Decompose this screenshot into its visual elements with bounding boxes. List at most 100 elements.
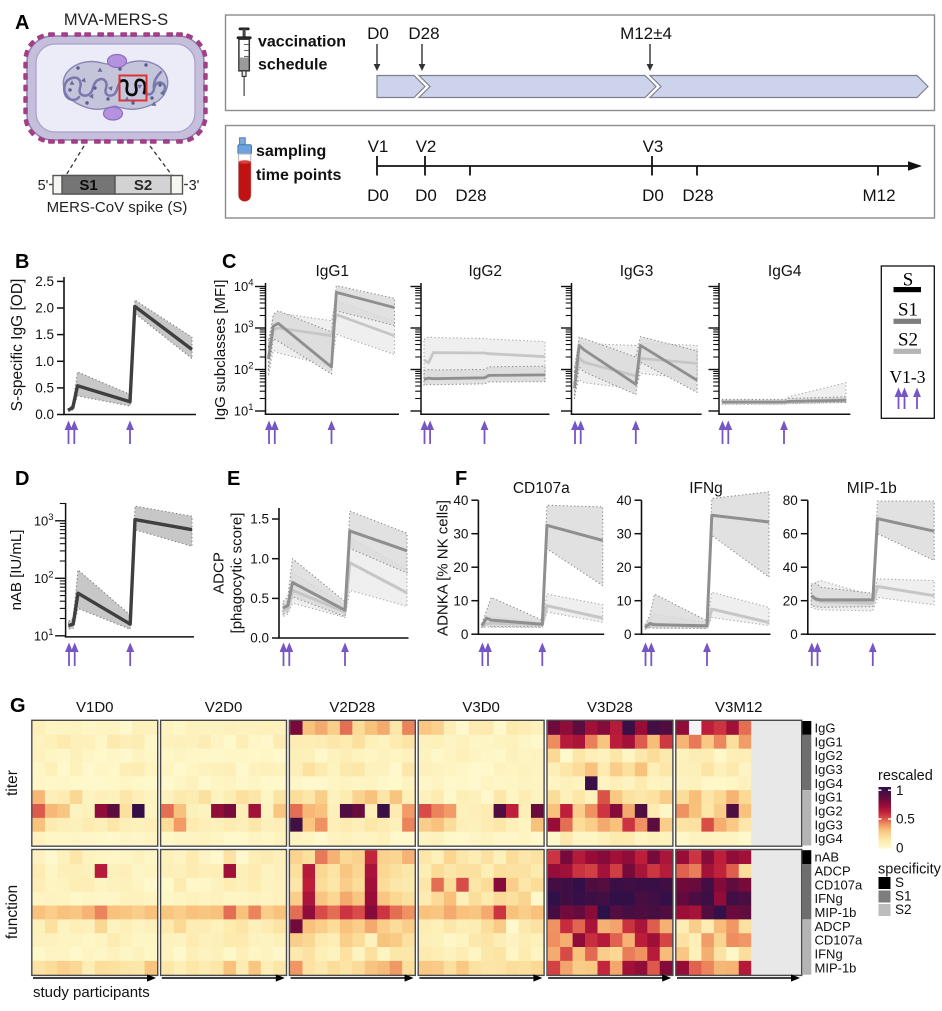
svg-text:ADCP: ADCP — [815, 919, 851, 934]
svg-text:D28: D28 — [408, 24, 439, 43]
svg-text:2.5: 2.5 — [35, 274, 54, 289]
svg-text:rescaled: rescaled — [878, 768, 933, 784]
svg-text:G: G — [10, 695, 26, 717]
svg-text:0.5: 0.5 — [250, 591, 269, 606]
svg-text:103: 103 — [34, 512, 54, 529]
svg-text:vaccination: vaccination — [258, 34, 346, 51]
svg-text:S: S — [895, 875, 904, 890]
svg-text:MERS-CoV spike (S): MERS-CoV spike (S) — [47, 199, 188, 216]
svg-text:40: 40 — [616, 493, 631, 508]
svg-text:MIP-1b: MIP-1b — [847, 480, 897, 497]
svg-text:1.0: 1.0 — [250, 551, 269, 566]
svg-text:A: A — [15, 12, 29, 34]
svg-text:40: 40 — [783, 560, 798, 575]
svg-text:V3M12: V3M12 — [715, 699, 763, 716]
svg-text:E: E — [227, 468, 240, 490]
svg-text:IgG1: IgG1 — [815, 790, 843, 805]
svg-text:IgG4: IgG4 — [768, 263, 802, 280]
svg-text:V3D28: V3D28 — [587, 699, 633, 716]
svg-text:5': 5' — [38, 178, 49, 194]
svg-text:D: D — [15, 468, 29, 490]
svg-text:3': 3' — [189, 178, 200, 194]
svg-text:IgG subclasses [MFI]: IgG subclasses [MFI] — [212, 280, 229, 421]
svg-text:10: 10 — [453, 593, 468, 608]
svg-text:C: C — [222, 251, 236, 273]
svg-text:IgG2: IgG2 — [468, 263, 502, 280]
svg-text:B: B — [15, 251, 29, 273]
svg-text:V2D0: V2D0 — [205, 699, 243, 716]
svg-text:0.0: 0.0 — [250, 631, 269, 646]
svg-text:MIP-1b: MIP-1b — [815, 905, 857, 920]
svg-text:30: 30 — [616, 526, 631, 541]
svg-text:V1D0: V1D0 — [76, 699, 114, 716]
svg-text:1.0: 1.0 — [35, 354, 54, 369]
svg-text:[phagocytic score]: [phagocytic score] — [229, 513, 246, 634]
svg-text:sampling: sampling — [256, 143, 326, 160]
svg-text:CD107a: CD107a — [815, 877, 863, 892]
svg-text:30: 30 — [453, 526, 468, 541]
svg-text:IgG4: IgG4 — [815, 831, 843, 846]
svg-text:0.0: 0.0 — [35, 407, 54, 422]
svg-text:ADNKA [% NK cells]: ADNKA [% NK cells] — [435, 500, 452, 636]
svg-text:V3D0: V3D0 — [462, 699, 500, 716]
svg-text:80: 80 — [783, 493, 798, 508]
svg-text:0.5: 0.5 — [35, 380, 54, 395]
svg-text:nAB [IU/mL]: nAB [IU/mL] — [8, 530, 25, 611]
svg-text:S-specific IgG [OD]: S-specific IgG [OD] — [9, 279, 26, 412]
svg-text:20: 20 — [616, 560, 631, 575]
svg-text:MIP-1b: MIP-1b — [815, 960, 857, 975]
svg-text:S1: S1 — [898, 300, 918, 321]
svg-text:60: 60 — [783, 526, 798, 541]
svg-text:101: 101 — [34, 627, 54, 644]
svg-text:102: 102 — [34, 569, 54, 586]
svg-text:IgG3: IgG3 — [620, 263, 654, 280]
svg-text:IFNg: IFNg — [815, 891, 843, 906]
svg-text:D0: D0 — [642, 186, 664, 205]
svg-text:V2D28: V2D28 — [329, 699, 375, 716]
svg-text:20: 20 — [783, 593, 798, 608]
svg-text:D0: D0 — [367, 186, 389, 205]
svg-text:time points: time points — [256, 167, 341, 184]
svg-text:S2: S2 — [898, 330, 918, 351]
svg-text:ADCP: ADCP — [815, 864, 851, 879]
svg-text:S1: S1 — [79, 177, 97, 194]
svg-text:102: 102 — [234, 361, 254, 378]
svg-text:2.0: 2.0 — [35, 301, 54, 316]
svg-text:F: F — [455, 468, 467, 490]
svg-text:10: 10 — [616, 593, 631, 608]
svg-text:IFNg: IFNg — [689, 480, 723, 497]
svg-text:V2: V2 — [416, 137, 437, 156]
svg-text:1: 1 — [896, 783, 904, 798]
svg-text:function: function — [4, 885, 21, 939]
svg-text:IFNg: IFNg — [815, 947, 843, 962]
svg-text:IgG1: IgG1 — [315, 263, 349, 280]
svg-text:0: 0 — [624, 627, 632, 642]
svg-text:M12±4: M12±4 — [620, 24, 672, 43]
svg-text:D28: D28 — [682, 186, 713, 205]
svg-text:specificity: specificity — [878, 862, 942, 878]
svg-text:S2: S2 — [134, 177, 152, 194]
svg-text:IgG3: IgG3 — [815, 817, 843, 832]
svg-text:S: S — [903, 270, 914, 291]
svg-text:IgG4: IgG4 — [815, 776, 843, 791]
svg-text:CD107a: CD107a — [815, 933, 863, 948]
svg-text:D0: D0 — [367, 24, 389, 43]
svg-text:1.5: 1.5 — [250, 512, 269, 527]
svg-text:IgG3: IgG3 — [815, 762, 843, 777]
svg-text:CD107a: CD107a — [513, 480, 570, 497]
svg-text:D28: D28 — [455, 186, 486, 205]
svg-text:V3: V3 — [643, 137, 664, 156]
svg-text:M12: M12 — [862, 186, 895, 205]
svg-text:V1: V1 — [368, 137, 389, 156]
svg-text:IgG2: IgG2 — [815, 804, 843, 819]
svg-text:IgG1: IgG1 — [815, 734, 843, 749]
svg-text:101: 101 — [234, 402, 254, 419]
svg-text:titer: titer — [4, 770, 21, 796]
svg-text:40: 40 — [453, 493, 468, 508]
svg-text:S1: S1 — [895, 889, 912, 904]
svg-text:0: 0 — [461, 627, 469, 642]
svg-text:0: 0 — [896, 841, 904, 856]
svg-text:MVA-MERS-S: MVA-MERS-S — [64, 11, 168, 29]
svg-text:0: 0 — [790, 627, 798, 642]
svg-text:ADCP: ADCP — [211, 552, 228, 594]
